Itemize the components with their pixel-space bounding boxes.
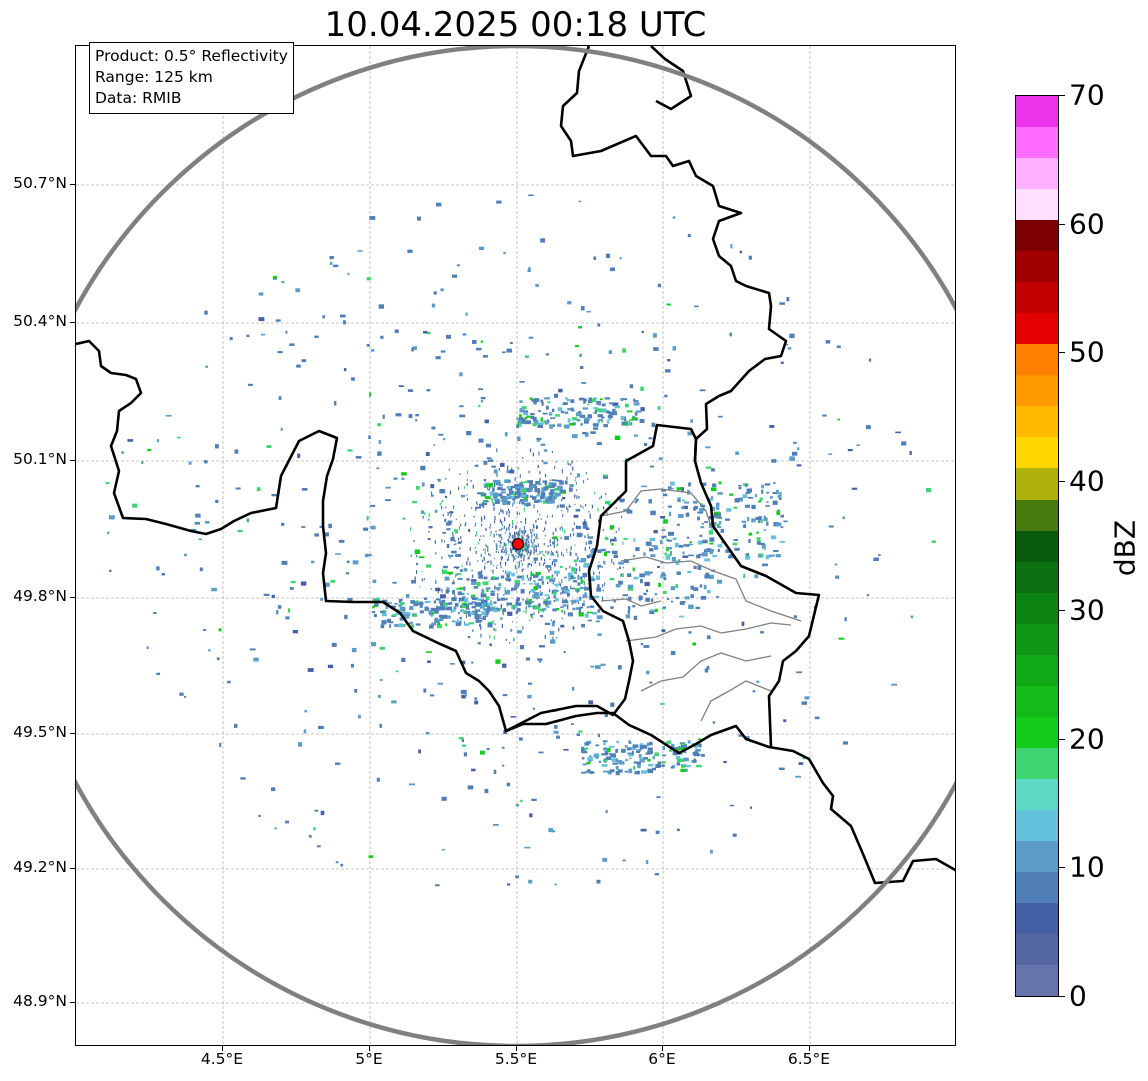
lat-tick <box>70 322 75 323</box>
colorbar-segment <box>1016 189 1058 221</box>
lat-tick <box>70 1002 75 1003</box>
colorbar-tick <box>1059 867 1065 868</box>
colorbar-segment <box>1016 747 1058 779</box>
colorbar <box>1015 95 1059 997</box>
lat-label: 49.5°N <box>13 723 67 741</box>
colorbar-segment <box>1016 344 1058 376</box>
colorbar-segment <box>1016 251 1058 283</box>
lat-tick <box>70 868 75 869</box>
colorbar-segment <box>1016 282 1058 314</box>
colorbar-tick-label: 70 <box>1069 78 1105 112</box>
colorbar-tick-label: 10 <box>1069 850 1105 884</box>
lon-label: 5.5°E <box>494 1050 538 1068</box>
lon-tick <box>516 1046 517 1051</box>
lat-label: 48.9°N <box>13 992 67 1010</box>
colorbar-tick-label: 50 <box>1069 335 1105 369</box>
colorbar-tick <box>1059 610 1065 611</box>
colorbar-segment <box>1016 561 1058 593</box>
colorbar-segment <box>1016 716 1058 748</box>
colorbar-tick-label: 30 <box>1069 593 1105 627</box>
lon-label: 6.5°E <box>787 1050 831 1068</box>
info-box: Product: 0.5° Reflectivity Range: 125 km… <box>89 42 294 114</box>
colorbar-title: dBZ <box>1108 519 1142 577</box>
colorbar-segment <box>1016 96 1058 128</box>
colorbar-segment <box>1016 468 1058 500</box>
colorbar-tick-label: 0 <box>1069 979 1087 1013</box>
lat-label: 50.4°N <box>13 312 67 330</box>
product-label: Product: 0.5° Reflectivity <box>95 47 288 65</box>
colorbar-segment <box>1016 158 1058 190</box>
lat-label: 50.1°N <box>13 450 67 468</box>
lat-label: 49.2°N <box>13 858 67 876</box>
lat-label: 50.7°N <box>13 174 67 192</box>
lon-tick <box>369 1046 370 1051</box>
colorbar-segment <box>1016 375 1058 407</box>
lon-label: 5°E <box>355 1050 383 1068</box>
radar-site-marker <box>512 538 524 550</box>
lat-label: 49.8°N <box>13 587 67 605</box>
colorbar-segment <box>1016 437 1058 469</box>
radar-map[interactable] <box>75 45 956 1046</box>
map-title: 10.04.2025 00:18 UTC <box>324 5 707 45</box>
lon-label: 6°E <box>648 1050 676 1068</box>
colorbar-segment <box>1016 964 1058 996</box>
colorbar-segment <box>1016 406 1058 438</box>
colorbar-segment <box>1016 933 1058 965</box>
subdivision-borders <box>600 488 802 722</box>
colorbar-tick-label: 20 <box>1069 722 1105 756</box>
colorbar-segment <box>1016 220 1058 252</box>
colorbar-tick-label: 40 <box>1069 464 1105 498</box>
colorbar-segment <box>1016 778 1058 810</box>
colorbar-segment <box>1016 127 1058 159</box>
colorbar-tick-label: 60 <box>1069 207 1105 241</box>
data-source-label: Data: RMIB <box>95 89 182 107</box>
colorbar-segment <box>1016 809 1058 841</box>
colorbar-segment <box>1016 840 1058 872</box>
lon-tick <box>662 1046 663 1051</box>
lon-tick <box>222 1046 223 1051</box>
colorbar-segment <box>1016 902 1058 934</box>
colorbar-tick <box>1059 352 1065 353</box>
colorbar-segment <box>1016 623 1058 655</box>
range-label: Range: 125 km <box>95 68 213 86</box>
lat-tick <box>70 597 75 598</box>
lat-tick <box>70 184 75 185</box>
colorbar-tick <box>1059 739 1065 740</box>
colorbar-tick <box>1059 996 1065 997</box>
colorbar-segment <box>1016 685 1058 717</box>
colorbar-segment <box>1016 499 1058 531</box>
lon-tick <box>809 1046 810 1051</box>
colorbar-tick <box>1059 224 1065 225</box>
colorbar-segment <box>1016 592 1058 624</box>
colorbar-segment <box>1016 654 1058 686</box>
reflectivity-echoes <box>105 194 936 887</box>
lat-tick <box>70 460 75 461</box>
colorbar-segment <box>1016 871 1058 903</box>
colorbar-segment <box>1016 530 1058 562</box>
colorbar-segment <box>1016 313 1058 345</box>
country-borders <box>76 46 955 885</box>
colorbar-tick <box>1059 481 1065 482</box>
radar-map-canvas <box>76 46 955 1045</box>
lat-tick <box>70 733 75 734</box>
colorbar-tick <box>1059 95 1065 96</box>
lon-label: 4.5°E <box>200 1050 244 1068</box>
